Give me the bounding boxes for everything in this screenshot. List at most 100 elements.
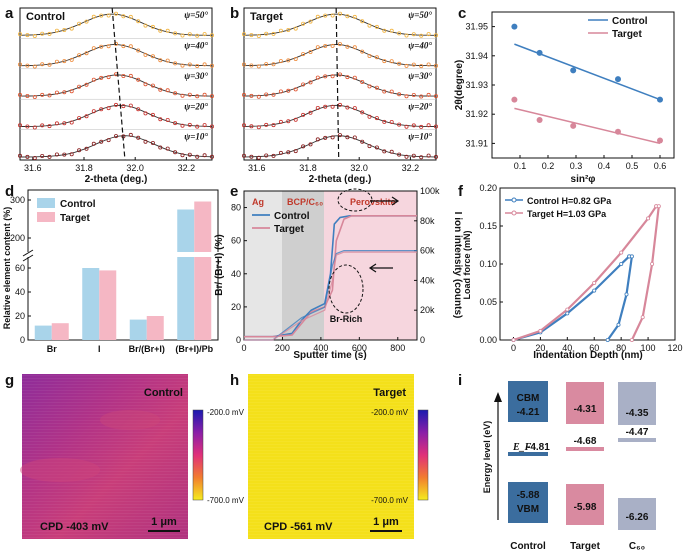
data-point xyxy=(345,44,350,49)
data-point xyxy=(411,93,416,98)
legend-marker-control xyxy=(511,197,517,203)
data-point xyxy=(286,27,291,32)
data-point xyxy=(433,94,438,99)
control-cbm-value: -4.21 xyxy=(517,407,540,418)
y-axis-label-left: Br/ (Br+I) (%) xyxy=(214,234,225,295)
data-point xyxy=(404,124,409,129)
data-point xyxy=(209,94,214,99)
colorbar-min-label: -700.0 mV xyxy=(371,496,409,505)
data-point xyxy=(315,137,320,142)
data-point xyxy=(69,57,74,62)
target-cbm-value: -4.31 xyxy=(574,404,597,415)
data-point xyxy=(374,24,379,29)
control-cbm-box xyxy=(508,381,548,422)
panel-letter-i: i xyxy=(458,372,462,389)
data-point xyxy=(404,33,409,38)
legend-label-target: Target xyxy=(612,29,642,40)
data-point xyxy=(17,153,22,158)
data-point xyxy=(143,111,148,116)
fit-curve xyxy=(243,44,436,67)
data-point xyxy=(433,63,438,68)
data-point xyxy=(315,75,320,80)
data-point xyxy=(382,89,387,94)
bar-plot-area: 0 20 40 60 200 300 Br I Br/(Br+I) (Br+I)/Pb xyxy=(10,195,220,354)
arrow-up-icon xyxy=(494,392,502,402)
panel-letter-d: d xyxy=(5,183,14,200)
y-tick-label-right: 60k xyxy=(420,246,435,256)
data-point xyxy=(241,123,246,128)
legend-label-control: Control xyxy=(60,199,96,210)
data-point xyxy=(77,148,82,153)
y-tick-label: 0.00 xyxy=(479,335,497,345)
data-point xyxy=(180,153,185,158)
y-tick-label-right: 80k xyxy=(420,216,435,226)
y-tick-label-left: 0 xyxy=(236,335,241,345)
x-tick-label: 0 xyxy=(241,343,246,353)
x-tick-label: 32.0 xyxy=(126,163,144,173)
data-point xyxy=(264,92,269,97)
data-point xyxy=(330,104,335,109)
x-tick-label: 0.1 xyxy=(514,161,527,171)
data-point xyxy=(202,153,207,158)
control-ef-value: -4.81 xyxy=(527,442,550,453)
data-point xyxy=(330,43,335,48)
data-point xyxy=(84,114,89,119)
data-point xyxy=(605,337,610,342)
data-point xyxy=(165,118,170,123)
data-point xyxy=(389,120,394,125)
data-point-control xyxy=(511,23,518,30)
data-point xyxy=(323,44,328,49)
panel-i-energy-levels: Energy level (eV) CBM -4.21 E_F -4.81 -5… xyxy=(482,381,656,552)
data-point xyxy=(323,74,328,79)
panel-g-kpfm-control: Control CPD -403 mV 1 μm -200.0 mV -700.… xyxy=(20,374,245,539)
map-label: Target xyxy=(373,387,406,399)
c60-ef-value: -4.47 xyxy=(626,427,649,438)
bcp-region xyxy=(282,191,324,340)
data-point xyxy=(278,28,283,33)
data-point xyxy=(619,261,624,266)
data-point xyxy=(323,104,328,109)
x-tick-label: 0.3 xyxy=(570,161,583,171)
column-label-control: Control xyxy=(510,541,546,552)
psi-label: ψ=30° xyxy=(408,71,432,81)
data-point xyxy=(25,63,30,68)
data-point xyxy=(173,121,178,126)
data-point xyxy=(323,13,328,18)
data-point xyxy=(84,19,89,24)
x-tick-label: 32.2 xyxy=(402,163,420,173)
data-point xyxy=(323,135,328,140)
data-point xyxy=(389,149,394,154)
fit-curve xyxy=(20,135,213,158)
data-point xyxy=(286,150,291,155)
data-point xyxy=(308,19,313,24)
legend-label-control: Control xyxy=(274,211,310,222)
fit-curve xyxy=(243,104,436,127)
data-point xyxy=(187,122,192,127)
data-point xyxy=(77,53,82,58)
psi-label: ψ=30° xyxy=(184,71,208,81)
data-point xyxy=(301,52,306,57)
data-point xyxy=(62,152,67,157)
y-tick-label-right: 20k xyxy=(420,305,435,315)
data-point xyxy=(47,62,52,67)
data-point xyxy=(374,85,379,90)
panel-f-nanoindentation: Indentation Depth (nm) Load force (mN) 0… xyxy=(462,183,683,361)
data-point xyxy=(136,19,141,24)
data-point xyxy=(426,32,431,37)
data-point xyxy=(426,92,431,97)
data-point xyxy=(249,93,254,98)
legend: Control H=0.82 GPa Target H=1.03 GPa xyxy=(505,196,612,219)
c60-ef-line xyxy=(618,438,656,442)
data-point xyxy=(374,55,379,60)
data-point-control xyxy=(570,67,577,74)
data-point xyxy=(241,62,246,67)
data-point xyxy=(241,32,246,37)
data-point xyxy=(592,280,597,285)
data-point xyxy=(264,31,269,36)
x-tick-label: 0.5 xyxy=(626,161,639,171)
data-point xyxy=(25,154,30,159)
data-point xyxy=(286,119,291,124)
data-point xyxy=(411,32,416,37)
data-point xyxy=(62,121,67,126)
